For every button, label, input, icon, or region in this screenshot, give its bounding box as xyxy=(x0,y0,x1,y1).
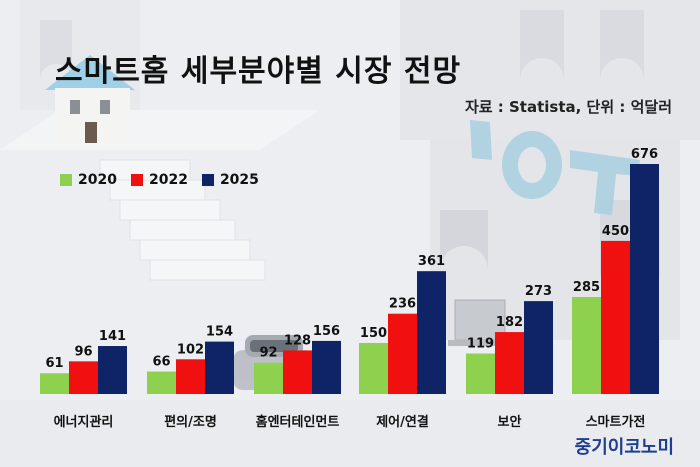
data-label-2025-3: 361 xyxy=(418,254,445,269)
category-label-5: 스마트가전 xyxy=(586,414,646,430)
category-label-2: 홈엔터테인먼트 xyxy=(256,414,340,430)
category-label-3: 제어/연결 xyxy=(376,414,429,430)
legend-label-2020: 2020 xyxy=(78,172,117,188)
bar-2025-5 xyxy=(630,164,659,394)
brand-logo: 중기이코노미 xyxy=(574,437,674,458)
legend-item-2020: 2020 xyxy=(60,172,117,188)
bar-2022-5 xyxy=(601,240,630,394)
data-label-2022-5: 450 xyxy=(602,224,629,239)
data-label-2020-2: 92 xyxy=(259,346,277,361)
legend-item-2025: 2025 xyxy=(201,172,259,188)
bar-2020-5 xyxy=(572,297,601,394)
source-note: 자료 : Statista, 단위 : 억달러 xyxy=(464,98,672,116)
bar-2022-1 xyxy=(176,359,205,394)
data-label-2020-1: 66 xyxy=(152,355,170,370)
legend: 2020 2022 2025 xyxy=(60,172,259,188)
data-label-2022-4: 182 xyxy=(496,315,523,330)
data-label-2025-5: 676 xyxy=(631,147,658,162)
legend-item-2022: 2022 xyxy=(130,172,188,188)
bar-2022-4 xyxy=(495,332,524,394)
data-label-2022-2: 128 xyxy=(284,333,311,348)
bar-2022-2 xyxy=(283,350,312,394)
legend-label-2022: 2022 xyxy=(148,172,188,188)
bar-2025-2 xyxy=(312,340,341,394)
bar-2020-4 xyxy=(466,353,495,394)
data-label-2020-0: 61 xyxy=(45,356,63,371)
data-label-2022-3: 236 xyxy=(389,297,416,312)
category-label-1: 편의/조명 xyxy=(164,414,217,430)
category-label-0: 에너지관리 xyxy=(54,414,114,430)
bar-2022-0 xyxy=(69,361,98,394)
bar-2025-3 xyxy=(417,271,446,394)
data-label-2025-0: 141 xyxy=(99,329,126,344)
data-label-2020-4: 119 xyxy=(467,337,494,352)
data-label-2022-1: 102 xyxy=(177,342,204,357)
bar-2020-3 xyxy=(359,342,388,394)
bar-2025-0 xyxy=(98,346,127,394)
bar-2022-3 xyxy=(388,313,417,394)
legend-label-2025: 2025 xyxy=(219,172,259,188)
legend-swatch-2020 xyxy=(60,174,72,186)
bar-2020-1 xyxy=(147,371,176,394)
data-label-2020-5: 285 xyxy=(573,280,600,295)
data-label-2025-4: 273 xyxy=(525,284,552,299)
data-label-2022-0: 96 xyxy=(74,344,92,359)
chart-title: 스마트홈 세부분야별 시장 전망 xyxy=(55,54,462,89)
legend-swatch-2022 xyxy=(130,174,143,186)
bar-2020-2 xyxy=(254,362,283,394)
legend-swatch-2025 xyxy=(201,174,214,186)
bar-2020-0 xyxy=(40,373,69,394)
data-label-2025-1: 154 xyxy=(206,325,233,340)
data-label-2025-2: 156 xyxy=(313,324,340,339)
category-label-4: 보안 xyxy=(498,414,522,430)
data-label-2020-3: 150 xyxy=(360,326,387,341)
bar-2025-1 xyxy=(205,341,234,394)
bar-2025-4 xyxy=(524,301,553,394)
